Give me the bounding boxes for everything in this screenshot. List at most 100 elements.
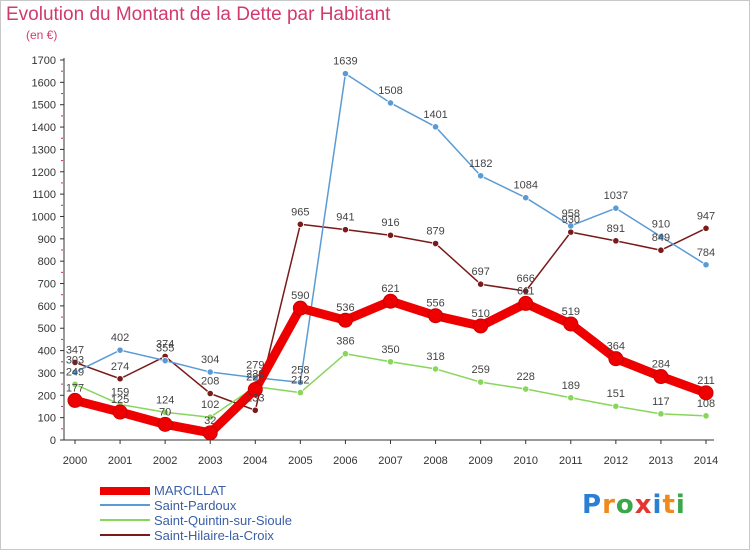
data-point (477, 378, 485, 386)
y-tick-label: 1300 (32, 144, 56, 156)
logo-letter: o (615, 490, 635, 520)
data-point (477, 172, 485, 180)
y-tick-label: 1100 (32, 189, 56, 201)
data-label: 70 (159, 406, 171, 418)
legend-label-saint-quintin-sur-sioule: Saint-Quintin-sur-Sioule (154, 513, 293, 528)
data-label: 402 (111, 332, 129, 344)
data-label: 284 (652, 359, 670, 371)
legend-swatch-marcillat (100, 487, 150, 495)
data-point (612, 402, 620, 410)
data-point (116, 375, 124, 383)
x-tick-label: 2004 (243, 455, 267, 467)
data-label: 1401 (423, 109, 447, 121)
data-point (657, 246, 665, 254)
data-label: 374 (156, 338, 174, 350)
data-label: 151 (607, 388, 625, 400)
data-label: 125 (111, 394, 129, 406)
data-point (473, 318, 489, 334)
data-label: 208 (201, 376, 219, 388)
data-label: 910 (652, 219, 670, 231)
x-tick-label: 2000 (63, 455, 87, 467)
data-label: 916 (381, 217, 399, 229)
data-point (702, 224, 710, 232)
data-point (431, 365, 440, 373)
logo-letter: i (675, 490, 686, 520)
data-label: 159 (111, 386, 129, 398)
data-point (71, 380, 79, 388)
data-point (657, 232, 665, 241)
y-tick-label: 0 (50, 435, 56, 447)
data-label: 947 (697, 210, 715, 222)
x-tick-label: 2011 (559, 455, 583, 467)
data-label: 879 (426, 226, 444, 238)
data-label: 849 (652, 232, 670, 244)
data-point (431, 123, 440, 131)
data-point (431, 239, 440, 248)
y-tick-label: 800 (38, 256, 56, 268)
legend-label-saint-hilaire-la-croix: Saint-Hilaire-la-Croix (154, 528, 274, 543)
data-label: 303 (66, 354, 84, 366)
x-tick-label: 2012 (604, 455, 628, 467)
legend-swatch-saint-quintin-sur-sioule (100, 519, 150, 521)
data-label: 666 (517, 273, 535, 285)
y-tick-label: 1400 (32, 122, 56, 134)
x-tick-label: 2010 (513, 455, 537, 467)
data-label: 1084 (513, 180, 537, 192)
data-point (341, 350, 350, 358)
data-point (563, 316, 579, 332)
data-point (71, 358, 79, 367)
data-label: 697 (471, 266, 489, 278)
data-label: 226 (246, 371, 264, 383)
data-label: 1182 (469, 158, 493, 170)
data-point (292, 300, 308, 316)
data-point (296, 220, 304, 228)
data-label: 211 (697, 375, 715, 387)
data-label: 1639 (333, 56, 357, 68)
data-label: 124 (156, 394, 174, 406)
data-label: 1037 (604, 190, 628, 202)
data-point (116, 346, 124, 354)
data-point (428, 308, 444, 324)
data-label: 177 (66, 382, 84, 394)
chart-title: Evolution du Montant de la Dette par Hab… (6, 4, 391, 25)
logo-letter: P (582, 490, 603, 520)
data-point (657, 410, 665, 418)
y-tick-label: 1000 (32, 211, 56, 223)
data-point (386, 231, 395, 239)
data-label: 117 (652, 396, 670, 408)
x-tick-label: 2002 (153, 455, 177, 467)
data-label: 536 (336, 302, 354, 314)
data-point (567, 394, 575, 402)
data-label: 274 (111, 361, 129, 373)
x-tick-label: 2008 (423, 455, 447, 467)
data-label: 318 (426, 351, 444, 363)
data-point (206, 413, 214, 421)
y-tick-label: 100 (38, 413, 56, 425)
x-tick-label: 2014 (694, 455, 718, 467)
data-label: 249 (66, 366, 84, 378)
data-point (383, 293, 398, 309)
y-tick-label: 600 (38, 301, 56, 313)
data-point (612, 237, 620, 245)
data-point (522, 194, 530, 202)
data-point (522, 287, 530, 295)
y-tick-label: 1500 (32, 100, 56, 112)
series-line (74, 223, 707, 412)
y-tick-label: 1600 (32, 77, 56, 89)
data-point (337, 312, 353, 328)
data-label: 941 (336, 212, 354, 224)
data-label: 510 (471, 308, 489, 320)
y-tick-label: 1700 (32, 55, 56, 67)
data-label: 347 (66, 344, 84, 356)
data-label: 556 (426, 298, 444, 310)
data-point (653, 369, 669, 385)
data-point (522, 385, 530, 393)
x-tick-label: 2013 (649, 455, 673, 467)
legend-label-saint-pardoux: Saint-Pardoux (154, 498, 237, 513)
x-tick-label: 2009 (468, 455, 492, 467)
data-label: 1508 (378, 85, 402, 97)
data-label: 32 (204, 415, 216, 427)
data-label: 259 (471, 364, 489, 376)
